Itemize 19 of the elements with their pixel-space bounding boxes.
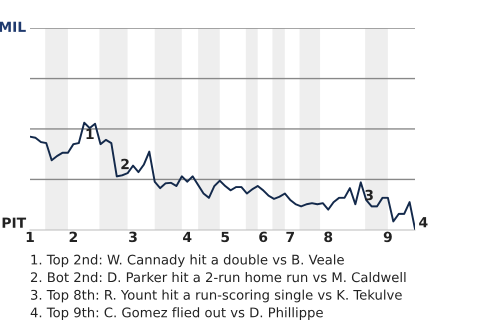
x-tick-label: 6: [259, 232, 268, 242]
x-tick-label: 4: [183, 232, 192, 242]
text: MIL: [0, 22, 26, 32]
x-tick-label: 8: [324, 232, 332, 242]
text: 1. Top 2nd: W. Cannady hit a double vs B. Veale: [31, 254, 344, 268]
text: PIT: [2, 218, 26, 228]
text: 4: [419, 217, 428, 228]
text: 2. Bot 2nd: D. Parker hit a 2-run home run vs M. Caldwell: [30, 272, 406, 282]
x-tick-label: 3: [129, 232, 137, 242]
x-tick-label: 2: [70, 232, 78, 242]
x-tick-label: 9: [384, 232, 392, 242]
x-tick-label: 1: [26, 232, 34, 242]
annotation: 3: [365, 190, 373, 200]
x-tick-label: 5: [221, 232, 230, 242]
text: 3. Top 8th: R. Yount hit a run-scoring single vs K. Tekulve: [31, 290, 402, 302]
annotation: 1: [86, 128, 94, 140]
text: 4. Top 9th: C. Gomez flied out vs D. Phillippe: [30, 307, 323, 320]
annotation: 2: [121, 158, 129, 170]
x-tick-label: 7: [286, 232, 294, 242]
